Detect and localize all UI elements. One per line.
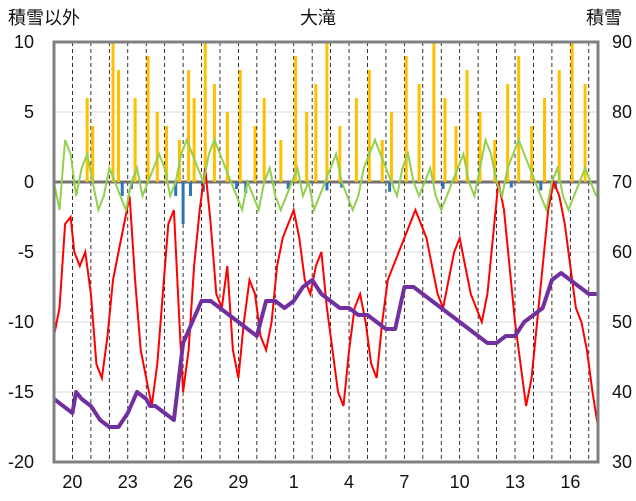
precipitation-bar (164, 126, 168, 182)
precipitation-bar (557, 70, 561, 182)
precipitation-bar (279, 140, 283, 182)
precipitation-bar (225, 112, 229, 182)
precipitation-bar (543, 98, 547, 182)
right-y-tick-label: 50 (612, 312, 632, 332)
precipitation-bar (111, 42, 115, 182)
precipitation-bar (432, 42, 436, 182)
precipitation-bar (91, 126, 95, 182)
series-line-sunshine_like (53, 136, 598, 214)
right-y-tick-label: 40 (612, 382, 632, 402)
precipitation-bar (530, 126, 534, 182)
precipitation-bar (354, 98, 358, 182)
series-line-temperature (53, 167, 599, 428)
precipitation-bar (294, 56, 298, 182)
precipitation-bar (253, 126, 257, 182)
precipitation-bar (583, 84, 587, 182)
lines-layer (52, 136, 599, 429)
negative-bar (388, 182, 392, 192)
x-tick-label: 16 (560, 472, 580, 492)
precipitation-bar (367, 70, 371, 182)
left-y-tick-label: -10 (8, 312, 34, 332)
negative-bar (286, 182, 290, 189)
precipitation-bar (133, 98, 137, 182)
precipitation-bar (203, 42, 207, 182)
negative-bar (325, 182, 329, 191)
right-axis-label: 積雪 (586, 8, 622, 29)
left-y-tick-label: -15 (8, 382, 34, 402)
x-tick-label: 29 (228, 472, 248, 492)
x-tick-label: 10 (450, 472, 470, 492)
precipitation-bar (146, 56, 150, 182)
negative-bar (174, 182, 178, 196)
negative-bar (441, 182, 445, 189)
plot-frame (52, 40, 600, 464)
precipitation-bar (187, 70, 191, 182)
left-axis-label: 積雪以外 (8, 8, 80, 29)
precipitation-bar (85, 98, 89, 182)
precipitation-bar (478, 112, 482, 182)
precipitation-bar (155, 112, 159, 182)
negative-bar (539, 182, 543, 191)
negative-bar (181, 182, 185, 224)
x-tick-label: 7 (399, 472, 409, 492)
x-tick-label: 1 (289, 472, 299, 492)
precipitation-bar (338, 126, 342, 182)
precipitation-bar (238, 70, 242, 182)
precipitation-bar (404, 56, 408, 182)
precipitation-bar (493, 140, 497, 182)
precipitation-bar (262, 98, 266, 182)
precipitation-bar (212, 84, 216, 182)
left-y-tick-label: 5 (24, 102, 34, 122)
precipitation-bar (570, 42, 574, 182)
x-tick-label: 4 (344, 472, 354, 492)
right-y-tick-label: 30 (612, 452, 632, 472)
left-y-tick-label: 0 (24, 172, 34, 192)
negative-bar (509, 182, 513, 188)
right-y-tick-label: 90 (612, 32, 632, 52)
left-y-tick-label: -20 (8, 452, 34, 472)
precipitation-bar (305, 112, 309, 182)
negative-bar (340, 182, 344, 188)
negative-bar (188, 182, 192, 196)
precipitation-bar (192, 98, 196, 182)
x-tick-label: 13 (505, 472, 525, 492)
precipitation-bar (417, 84, 421, 182)
series-line-snow_depth (52, 271, 598, 429)
left-y-tick-label: 10 (14, 32, 34, 52)
precipitation-bar (325, 42, 329, 182)
negative-bar (235, 182, 239, 189)
precipitation-bar (506, 84, 510, 182)
precipitation-bar (517, 56, 521, 182)
precipitation-bar (389, 112, 393, 182)
negative-bar (120, 182, 124, 196)
precipitation-bar (314, 84, 318, 182)
left-y-tick-label: -5 (18, 242, 34, 262)
right-y-tick-label: 70 (612, 172, 632, 192)
right-y-tick-label: 60 (612, 242, 632, 262)
x-tick-label: 20 (62, 472, 82, 492)
precipitation-bar (454, 126, 458, 182)
x-tick-label: 26 (173, 472, 193, 492)
chart-title: 大滝 (300, 8, 336, 29)
precipitation-bar (465, 70, 469, 182)
right-y-tick-label: 80 (612, 102, 632, 122)
precipitation-bar (443, 98, 447, 182)
precipitation-bar (117, 70, 121, 182)
x-tick-label: 23 (118, 472, 138, 492)
